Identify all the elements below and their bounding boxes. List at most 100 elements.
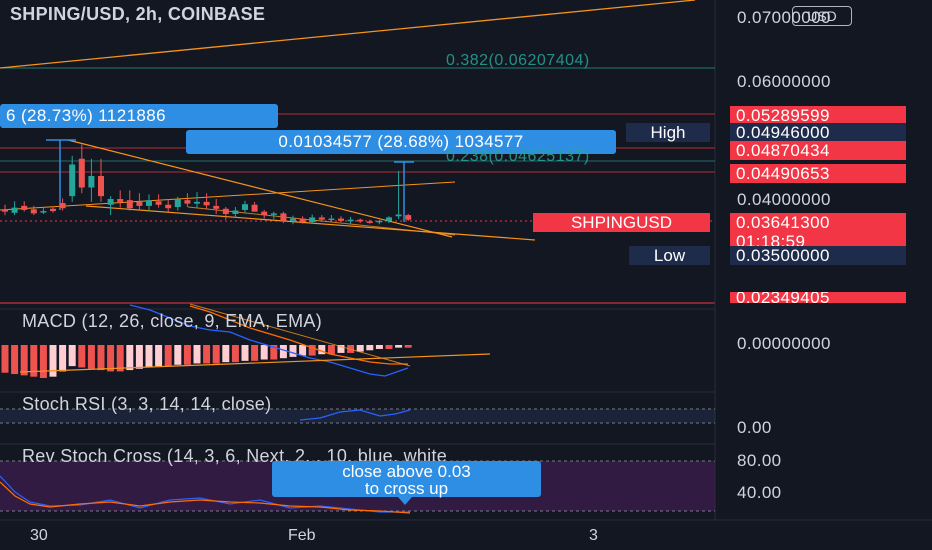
macd-bar bbox=[385, 345, 393, 349]
fib-label-238: 0.238(0.04625137) bbox=[446, 148, 590, 165]
candle-body bbox=[117, 199, 124, 202]
candle-body bbox=[50, 208, 56, 212]
symbol-label: SHPINGUSD bbox=[533, 213, 710, 232]
candle-body bbox=[174, 199, 181, 208]
candle-body bbox=[203, 201, 210, 206]
note-line-2: to cross up bbox=[364, 479, 449, 498]
macd-bar bbox=[107, 345, 115, 372]
low-label: Low bbox=[629, 246, 710, 265]
candle-body bbox=[59, 203, 66, 209]
rev-stoch-line-b bbox=[0, 481, 411, 514]
last-price-tag: 0.03641300 01:18:59 bbox=[730, 213, 906, 251]
macd-bar bbox=[289, 345, 297, 357]
stoch-rsi-axis-label: 0.00 bbox=[737, 418, 772, 437]
macd-bar bbox=[39, 345, 47, 378]
macd-bar bbox=[183, 345, 191, 365]
macd-bar bbox=[97, 345, 105, 371]
candle-body bbox=[11, 207, 18, 213]
candle-body bbox=[261, 211, 268, 216]
macd-bar bbox=[11, 345, 19, 375]
trendline-wedge-top bbox=[67, 139, 453, 238]
time-label-30: 30 bbox=[30, 527, 48, 544]
macd-trendline-2 bbox=[189, 303, 411, 367]
macd-bar bbox=[30, 345, 38, 377]
candle-body bbox=[242, 204, 248, 210]
candle-body bbox=[21, 205, 28, 210]
stoch-rsi-band bbox=[0, 409, 715, 423]
note-pointer bbox=[398, 497, 412, 505]
macd-bar bbox=[222, 345, 230, 363]
macd-bar bbox=[356, 345, 364, 352]
stoch-rsi-k bbox=[299, 409, 411, 421]
candle-body bbox=[357, 219, 364, 222]
candle-body bbox=[328, 218, 335, 221]
candle-body bbox=[251, 204, 258, 212]
last-price-value: 0.03641300 bbox=[736, 213, 830, 232]
macd-bar bbox=[270, 345, 278, 360]
macd-line bbox=[129, 304, 409, 377]
stoch-rsi-title: Stoch RSI (3, 3, 14, 14, close) bbox=[22, 394, 272, 414]
candlestick-series bbox=[2, 144, 412, 225]
rev-stoch-note: close above 0.03 to cross up bbox=[272, 461, 541, 497]
measure-label-right[interactable]: 0.01034577 (28.68%) 1034577 bbox=[186, 130, 616, 154]
macd-bar bbox=[203, 345, 211, 364]
candle-body bbox=[232, 210, 239, 214]
candle-body bbox=[347, 219, 354, 222]
candle-body bbox=[30, 209, 37, 214]
macd-bar bbox=[375, 345, 383, 349]
macd-bar bbox=[126, 345, 134, 371]
rev-stoch-axis-40: 40.00 bbox=[737, 483, 782, 502]
candle-body bbox=[280, 213, 287, 221]
macd-bar bbox=[212, 345, 220, 364]
macd-bar bbox=[164, 345, 172, 367]
macd-bar bbox=[231, 345, 239, 363]
candle-body bbox=[78, 158, 85, 188]
macd-axis-label: 0.00000000 bbox=[737, 334, 831, 353]
candle-body bbox=[386, 217, 392, 221]
signal-line bbox=[189, 305, 408, 365]
candle-body bbox=[376, 220, 383, 223]
macd-bar bbox=[87, 345, 95, 369]
macd-bar bbox=[260, 345, 268, 360]
candle-body bbox=[395, 214, 402, 217]
rev-stoch-line-a bbox=[0, 475, 410, 513]
macd-bar bbox=[1, 345, 9, 373]
price-tag-bottom: 0.02349405 bbox=[730, 292, 906, 303]
candle-body bbox=[309, 217, 316, 222]
price-tag-1: 0.05289599 bbox=[730, 106, 906, 125]
macd-bar bbox=[308, 345, 316, 356]
macd-bar bbox=[49, 345, 57, 377]
macd-bar bbox=[155, 345, 163, 367]
candle-body bbox=[69, 164, 76, 197]
candle-body bbox=[126, 200, 133, 209]
price-tag-2: 0.04870434 bbox=[730, 141, 906, 160]
time-label-3: 3 bbox=[589, 527, 598, 544]
macd-bar bbox=[116, 345, 124, 372]
macd-bar bbox=[68, 345, 76, 367]
macd-bar bbox=[145, 345, 153, 368]
candle-body bbox=[213, 205, 220, 209]
macd-bar bbox=[395, 345, 403, 348]
high-label: High bbox=[626, 123, 710, 142]
candle-body bbox=[107, 199, 114, 205]
macd-bar bbox=[366, 345, 374, 351]
measure-label-left[interactable]: 6 (28.73%) 1121886 bbox=[0, 104, 278, 128]
candle-body bbox=[136, 201, 143, 206]
candle-body bbox=[194, 201, 200, 204]
macd-bar bbox=[299, 345, 307, 356]
candle-body bbox=[290, 218, 296, 221]
candle-body bbox=[184, 200, 191, 204]
candle-body bbox=[299, 218, 306, 222]
note-line-1: close above 0.03 bbox=[342, 462, 471, 481]
macd-bar bbox=[135, 345, 143, 369]
currency-button[interactable]: USD bbox=[792, 6, 852, 26]
rev-stoch-axis-80: 80.00 bbox=[737, 451, 782, 470]
time-label-feb: Feb bbox=[288, 527, 316, 544]
macd-bar bbox=[193, 345, 201, 364]
candle-body bbox=[338, 218, 344, 221]
chart-title: SHPING/USD, 2h, COINBASE bbox=[10, 4, 266, 24]
macd-title: MACD (12, 26, close, 9, EMA, EMA) bbox=[22, 311, 322, 331]
price-axis-label-004: 0.04000000 bbox=[737, 190, 831, 209]
trendline-channel-top bbox=[0, 181, 456, 211]
candle-body bbox=[40, 211, 47, 213]
